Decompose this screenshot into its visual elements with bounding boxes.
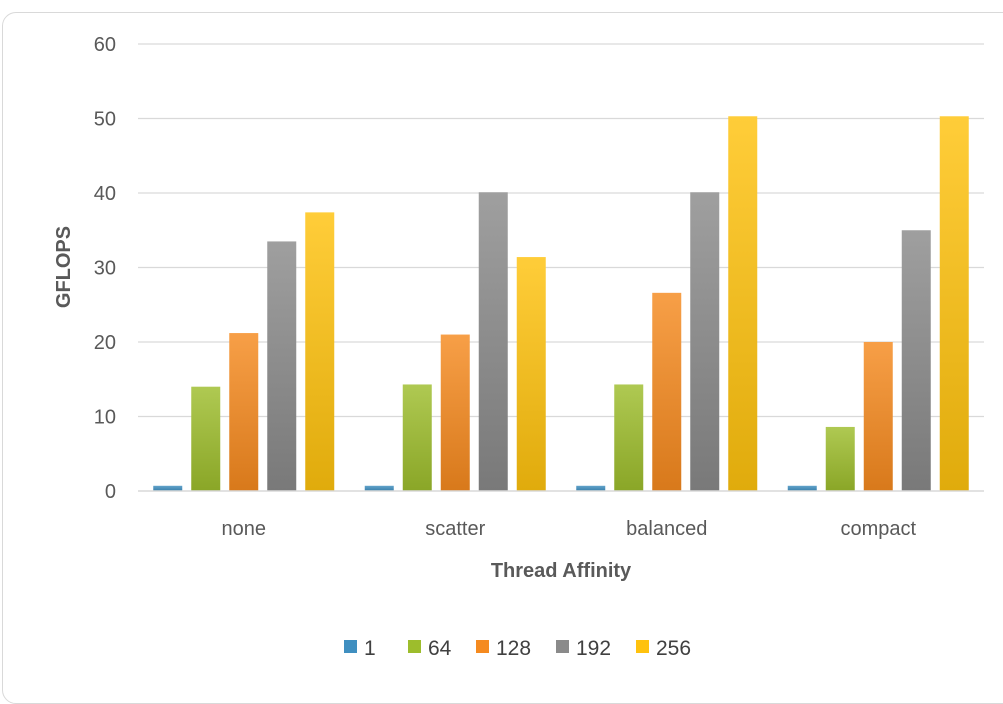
bar-scatter-192 [478, 192, 508, 491]
bar-balanced-192 [690, 192, 720, 491]
x-tick-label: none [222, 518, 267, 540]
bar-scatter-1 [364, 485, 394, 491]
legend-label-256: 256 [656, 637, 691, 660]
gflops-bar-chart: 0 10 20 30 40 50 60 none scatter balanced compact… [53, 34, 984, 660]
x-tick-label: compact [840, 518, 916, 540]
legend-swatch-256 [636, 640, 649, 653]
bar-scatter-64 [402, 384, 432, 491]
bar-compact-1 [787, 485, 817, 491]
y-tick-label: 30 [94, 258, 116, 280]
bar-none-256 [305, 212, 335, 491]
x-tick-label: balanced [626, 518, 707, 540]
bar-scatter-256 [516, 257, 546, 491]
bar-compact-256 [939, 116, 969, 491]
bar-compact-64 [825, 426, 855, 491]
y-tick-label: 60 [94, 34, 116, 56]
legend-swatch-64 [408, 640, 421, 653]
x-axis-ticks: none scatter balanced compact [222, 518, 917, 540]
y-tick-label: 40 [94, 183, 116, 205]
legend-swatch-1 [344, 640, 357, 653]
bar-none-1 [153, 485, 183, 491]
bar-balanced-256 [728, 116, 758, 491]
x-axis-title: Thread Affinity [491, 560, 632, 582]
bars [153, 116, 969, 491]
legend-label-128: 128 [496, 637, 531, 660]
bar-scatter-128 [440, 334, 470, 491]
legend: 1 64 128 192 256 [344, 637, 691, 660]
legend-label-192: 192 [576, 637, 611, 660]
x-tick-label: scatter [425, 518, 485, 540]
bar-balanced-1 [576, 485, 606, 491]
bar-balanced-128 [652, 292, 682, 491]
y-axis-ticks: 0 10 20 30 40 50 60 [94, 34, 116, 503]
bar-none-128 [229, 333, 259, 491]
y-tick-label: 20 [94, 332, 116, 354]
bar-balanced-64 [614, 384, 644, 491]
legend-label-64: 64 [428, 637, 452, 660]
y-tick-label: 0 [105, 481, 116, 503]
legend-swatch-192 [556, 640, 569, 653]
bar-none-192 [267, 241, 297, 491]
legend-swatch-128 [476, 640, 489, 653]
legend-label-1: 1 [364, 637, 376, 660]
gridlines [138, 43, 984, 418]
bar-compact-128 [863, 342, 893, 491]
y-tick-label: 10 [94, 407, 116, 429]
y-axis-title: GFLOPS [53, 226, 75, 308]
bar-none-64 [191, 386, 221, 491]
y-tick-label: 50 [94, 109, 116, 131]
bar-compact-192 [901, 230, 931, 491]
